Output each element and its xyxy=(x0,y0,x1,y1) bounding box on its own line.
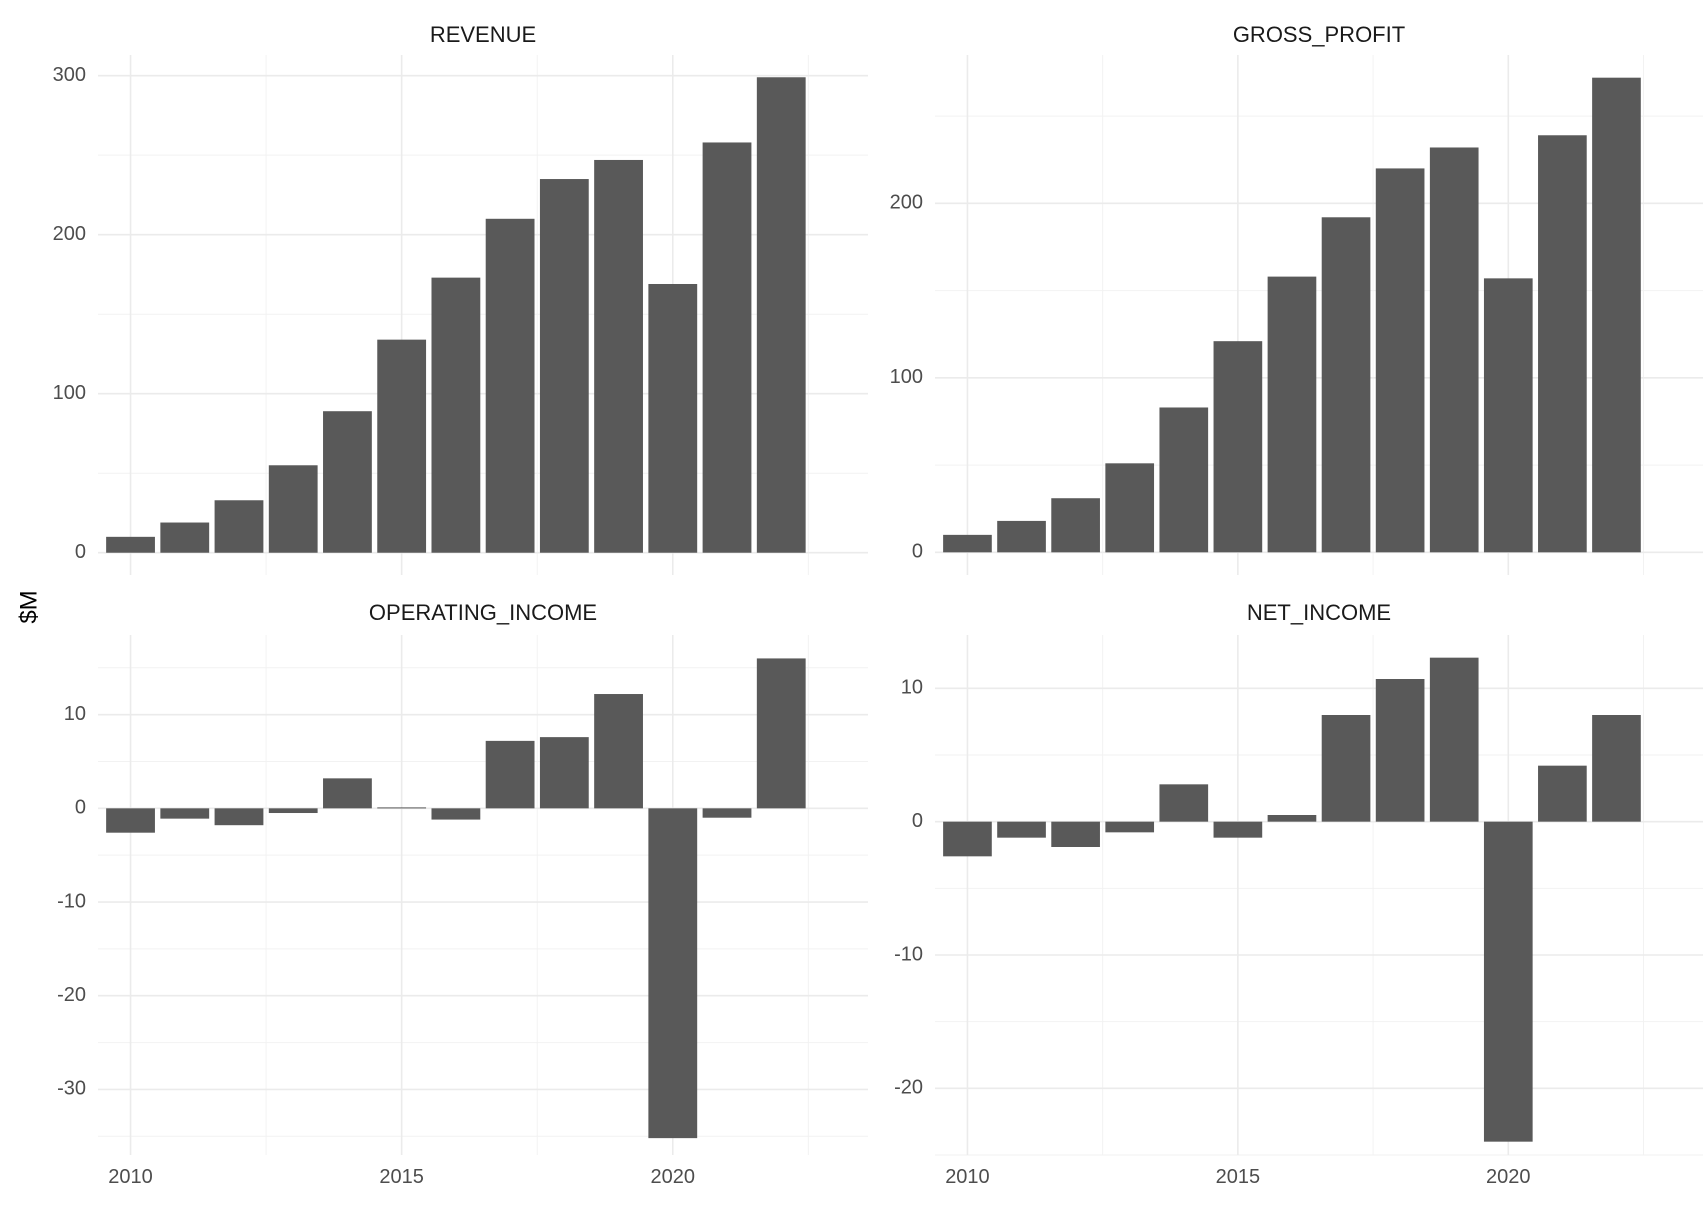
bar-gross-profit-2013 xyxy=(1105,463,1155,553)
y-tick-label: 0 xyxy=(75,797,86,819)
y-tick-label: 10 xyxy=(901,677,923,699)
panel-operating-income: -30 -20 -10 0 10 2010 2015 2020 OPERATING_INCOME xyxy=(57,600,868,1188)
y-tick-label: 0 xyxy=(912,541,923,563)
panel-title: NET_INCOME xyxy=(1247,600,1391,625)
y-tick-label: 0 xyxy=(75,541,86,563)
panel-title: GROSS_PROFIT xyxy=(1233,22,1405,47)
bar-gross-profit-2021 xyxy=(1538,135,1587,553)
y-tick-label: 200 xyxy=(53,223,86,245)
bar-net-income-2018 xyxy=(1375,679,1425,822)
bar-revenue-2019 xyxy=(594,159,643,553)
x-tick-label: 2010 xyxy=(945,1166,990,1188)
bar-gross-profit-2020 xyxy=(1483,278,1533,553)
bar-gross-profit-2019 xyxy=(1429,147,1479,553)
bar-revenue-2016 xyxy=(431,277,481,553)
bar-operating-income-2016 xyxy=(431,808,481,820)
panel-title: REVENUE xyxy=(430,22,536,47)
bar-revenue-2017 xyxy=(485,218,535,553)
bar-net-income-2015 xyxy=(1213,821,1263,838)
bar-net-income-2022 xyxy=(1592,715,1641,822)
bar-operating-income-2017 xyxy=(485,740,535,809)
bar-gross-profit-2010 xyxy=(943,534,992,553)
bar-revenue-2012 xyxy=(214,500,264,553)
bar-operating-income-2021 xyxy=(702,808,752,818)
y-tick-label: 300 xyxy=(53,64,86,86)
panel-gross-profit: 0 100 200 GROSS_PROFIT xyxy=(890,22,1703,575)
bar-revenue-2011 xyxy=(160,522,210,553)
bar-gross-profit-2011 xyxy=(997,520,1046,553)
y-axis-title: $M xyxy=(15,590,42,623)
bar-net-income-2021 xyxy=(1538,765,1587,822)
bar-net-income-2017 xyxy=(1321,715,1371,822)
bar-net-income-2012 xyxy=(1051,821,1100,847)
y-tick-label: -10 xyxy=(894,943,923,965)
y-tick-label: 10 xyxy=(64,703,86,725)
bar-net-income-2020 xyxy=(1483,821,1533,1142)
bar-revenue-2020 xyxy=(648,283,698,553)
x-tick-label: 2015 xyxy=(1216,1166,1261,1188)
x-tick-label: 2010 xyxy=(108,1166,153,1188)
y-tick-label: -20 xyxy=(894,1077,923,1099)
bar-operating-income-2012 xyxy=(214,808,264,826)
y-tick-label: -20 xyxy=(57,984,86,1006)
bar-net-income-2016 xyxy=(1267,815,1317,822)
bar-revenue-2015 xyxy=(377,339,427,553)
bar-operating-income-2011 xyxy=(160,808,210,819)
bar-net-income-2019 xyxy=(1429,657,1479,822)
bar-net-income-2011 xyxy=(997,821,1046,838)
y-tick-label: -30 xyxy=(57,1078,86,1100)
bar-revenue-2010 xyxy=(106,536,155,553)
bar-revenue-2018 xyxy=(539,179,589,553)
bar-operating-income-2015 xyxy=(377,807,427,809)
bar-net-income-2013 xyxy=(1105,821,1155,833)
bar-operating-income-2013 xyxy=(268,808,318,814)
bar-operating-income-2014 xyxy=(323,778,372,809)
y-tick-label: 0 xyxy=(912,810,923,832)
x-tick-label: 2020 xyxy=(1486,1166,1531,1188)
bar-operating-income-2018 xyxy=(539,737,589,809)
bar-operating-income-2022 xyxy=(756,658,806,809)
bar-revenue-2022 xyxy=(756,77,806,553)
y-tick-label: 200 xyxy=(890,192,923,214)
bar-gross-profit-2012 xyxy=(1051,498,1100,553)
x-tick-label: 2015 xyxy=(379,1166,424,1188)
bar-gross-profit-2014 xyxy=(1159,407,1209,553)
bar-gross-profit-2016 xyxy=(1267,276,1317,553)
bar-gross-profit-2018 xyxy=(1375,168,1425,553)
bar-net-income-2010 xyxy=(943,821,992,857)
bar-revenue-2021 xyxy=(702,142,752,553)
y-tick-label: -10 xyxy=(57,890,86,912)
x-tick-label: 2020 xyxy=(651,1166,696,1188)
bar-revenue-2013 xyxy=(268,465,318,553)
y-tick-label: 100 xyxy=(890,366,923,388)
bar-gross-profit-2015 xyxy=(1213,341,1263,553)
bar-net-income-2014 xyxy=(1159,784,1209,822)
bar-revenue-2014 xyxy=(323,411,372,553)
bar-operating-income-2020 xyxy=(648,808,698,1139)
panel-net-income: -20 -10 0 10 2010 2015 2020 NET_INCOME xyxy=(894,600,1703,1188)
panel-revenue: 0 100 200 300 REVENUE xyxy=(53,22,868,575)
panel-title: OPERATING_INCOME xyxy=(369,600,597,625)
bar-operating-income-2010 xyxy=(106,808,155,833)
bar-gross-profit-2022 xyxy=(1592,77,1641,553)
bar-gross-profit-2017 xyxy=(1321,217,1371,553)
bar-operating-income-2019 xyxy=(594,694,643,809)
y-tick-label: 100 xyxy=(53,382,86,404)
